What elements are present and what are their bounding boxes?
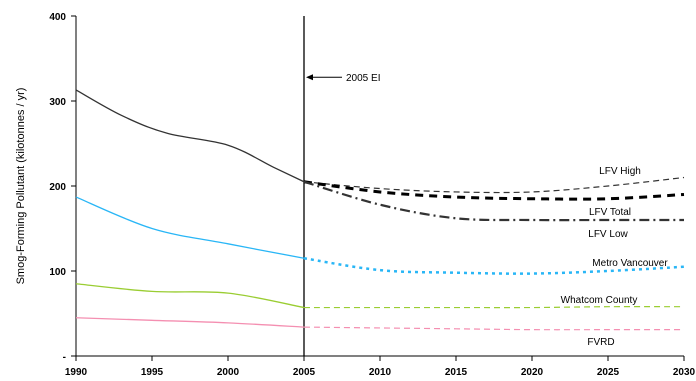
x-tick-label: 2025 xyxy=(597,367,620,378)
series-line-8 xyxy=(75,317,305,328)
x-tick-label: 1995 xyxy=(141,367,164,378)
series-line-1 xyxy=(303,176,685,194)
series-label: LFV Total xyxy=(589,207,631,218)
y-tick-label: 300 xyxy=(49,97,66,108)
y-axis-label: Smog-Forming Pollutant (kilotonnes / yr) xyxy=(15,88,27,285)
series-label: FVRD xyxy=(587,337,614,348)
x-tick-label: 1990 xyxy=(65,367,88,378)
annotation-arrowhead xyxy=(306,74,313,81)
series-line-7 xyxy=(304,306,685,309)
x-tick-label: 2010 xyxy=(369,367,392,378)
series-label: LFV High xyxy=(599,166,641,177)
y-tick-label: - xyxy=(63,352,66,363)
annotation-label: 2005 EI xyxy=(346,73,380,84)
series-line-0 xyxy=(75,89,305,183)
series-line-3 xyxy=(303,180,684,222)
x-tick-label: 2015 xyxy=(445,367,468,378)
series-line-5 xyxy=(303,257,685,275)
series-label: Whatcom County xyxy=(561,295,638,306)
y-tick-label: 400 xyxy=(49,12,66,23)
y-tick-label: 200 xyxy=(49,182,66,193)
labels-layer: LFV High LFV Total LFV Low Metro Vancouver W… xyxy=(561,166,669,348)
series-line-2 xyxy=(303,180,685,201)
series-line-9 xyxy=(303,326,684,331)
series-label: Metro Vancouver xyxy=(592,258,668,269)
series-layer xyxy=(75,89,685,331)
axes: - 100 200 300 400 1990 1995 2000 2005 2010 2015 202… xyxy=(49,12,695,378)
x-tick-label: 2000 xyxy=(217,367,240,378)
x-tick-label: 2020 xyxy=(521,367,544,378)
x-tick-label: 2030 xyxy=(673,367,696,378)
y-tick-label: 100 xyxy=(49,267,66,278)
series-line-6 xyxy=(75,283,305,309)
x-tick-label: 2005 xyxy=(293,367,316,378)
series-line-4 xyxy=(75,196,305,259)
series-label: LFV Low xyxy=(588,229,628,240)
